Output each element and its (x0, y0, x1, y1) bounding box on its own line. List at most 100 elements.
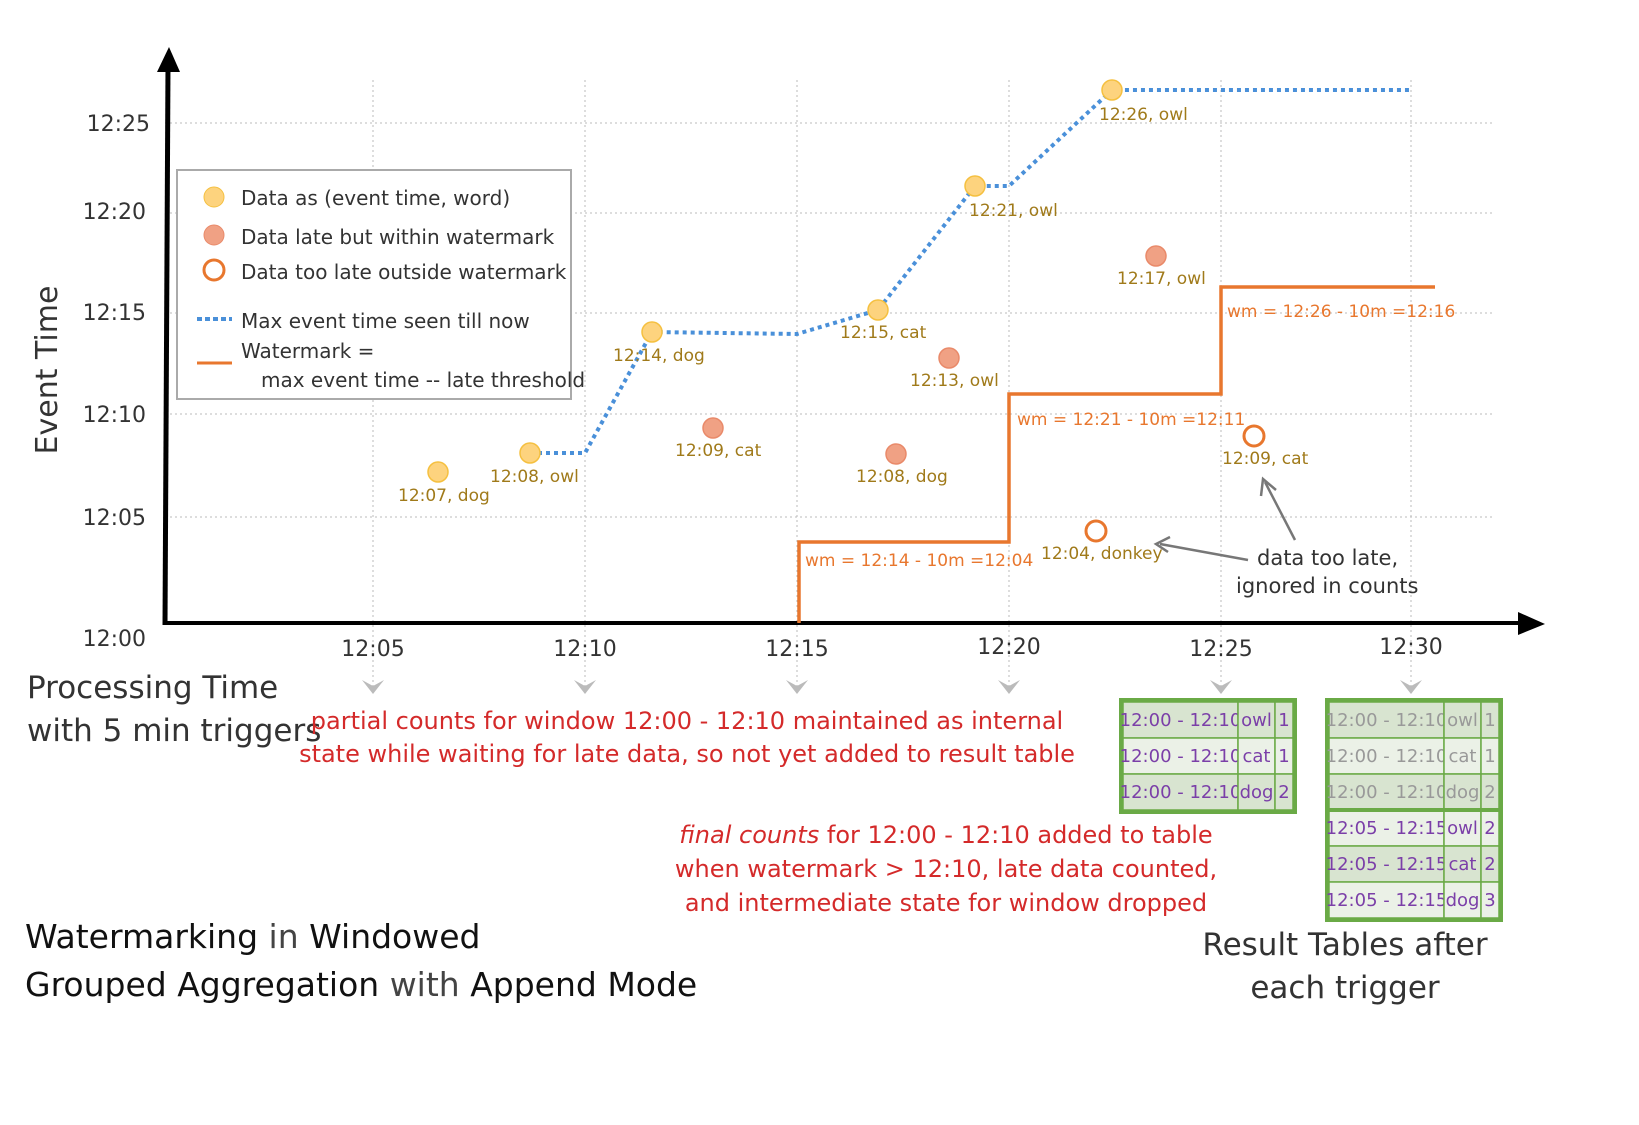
data-point-label: 12:14, dog (613, 346, 705, 366)
y-tick: 12:00 (83, 627, 146, 652)
final-note: and intermediate state for window droppe… (685, 889, 1207, 917)
table-cell-bg (1237, 737, 1276, 775)
y-tick: 12:20 (83, 200, 146, 225)
table-cell: 3 (1484, 890, 1495, 911)
table-cell: 12:00 - 12:10 (1326, 782, 1448, 803)
partial-note: partial counts for window 12:00 - 12:10 … (311, 707, 1063, 735)
y-ticks: 12:00 12:05 12:10 12:15 12:20 12:25 (83, 112, 150, 652)
data-point-data (964, 175, 986, 197)
x-tick: 12:30 (1379, 635, 1442, 660)
watermark-label: wm = 12:14 - 10m =12:04 (805, 551, 1033, 571)
table-cell: 12:00 - 12:10 (1120, 710, 1242, 731)
table-cell-bg (1122, 773, 1239, 811)
too-late-arrows (1153, 476, 1297, 562)
final-counts-emphasis: final counts (679, 821, 819, 849)
data-point-data (427, 461, 449, 483)
table-cell: owl (1447, 710, 1478, 731)
watermark-label: wm = 12:26 - 10m =12:16 (1227, 302, 1455, 322)
table-cell: 1 (1484, 746, 1495, 767)
y-axis-arrow-icon (157, 47, 180, 72)
too-late-note: data too late, (1257, 546, 1398, 570)
data-legend-icon (203, 186, 225, 208)
trigger-arrows (362, 680, 1422, 694)
table-cell: 12:05 - 12:15 (1326, 818, 1448, 839)
diagram-title: Watermarking in Windowed (25, 917, 481, 956)
title-part: Watermarking (25, 917, 258, 956)
data-point-label: 12:15, cat (840, 323, 927, 343)
table-cell-bg (1443, 737, 1482, 775)
table-cell: 12:05 - 12:15 (1326, 854, 1448, 875)
x-tick: 12:10 (553, 637, 616, 662)
table-cell-bg (1328, 701, 1445, 739)
table-cell: 12:00 - 12:10 (1120, 782, 1242, 803)
table-cell-bg (1443, 809, 1482, 847)
data-point-label: 12:09, cat (1222, 449, 1309, 469)
title-part: with (379, 965, 470, 1004)
table-cell-bg (1480, 881, 1500, 919)
late-legend-icon (203, 224, 225, 246)
data-point-label: 12:08, dog (856, 467, 948, 487)
data-point-label: 12:26, owl (1099, 105, 1188, 125)
legend-watermark-formula: max event time -- late threshold (261, 368, 585, 392)
y-tick: 12:25 (87, 112, 150, 137)
result-tables: 12:00 - 12:10 owl 112:00 - 12:10 cat 112:00 … (1119, 698, 1503, 922)
data-point-label: 12:21, owl (969, 201, 1058, 221)
table-cell-bg (1237, 773, 1276, 811)
result-caption: Result Tables after (1202, 927, 1487, 963)
data-point-label: 12:09, cat (675, 441, 762, 461)
data-point-label: 12:17, owl (1117, 269, 1206, 289)
table-cell: 12:05 - 12:15 (1326, 890, 1448, 911)
data-point-label: 12:04, donkey (1041, 544, 1163, 564)
x-tick: 12:25 (1189, 637, 1252, 662)
data-point-too_late (1242, 424, 1266, 448)
data-point-late (702, 417, 724, 439)
table-cell: dog (1446, 782, 1480, 803)
table-cell-bg (1443, 881, 1482, 919)
table-cell: cat (1243, 746, 1271, 767)
legend-max-event: Max event time seen till now (241, 309, 530, 333)
too-late-legend-icon (202, 258, 226, 282)
table-cell: 2 (1278, 782, 1289, 803)
data-point-data (519, 442, 541, 464)
partial-note: state while waiting for late data, so no… (299, 740, 1075, 768)
table-cell: 1 (1484, 710, 1495, 731)
watermark-label: wm = 12:21 - 10m =12:11 (1017, 410, 1245, 430)
table-cell: owl (1447, 818, 1478, 839)
table-cell: 2 (1484, 818, 1495, 839)
final-note-text: for 12:00 - 12:10 added to table (819, 821, 1212, 849)
table-cell: 1 (1278, 746, 1289, 767)
data-point-data (641, 321, 663, 343)
diagram-title: Grouped Aggregation with Append Mode (25, 965, 697, 1004)
table-cell: 2 (1484, 782, 1495, 803)
x-axis-label-sub: with 5 min triggers (27, 713, 321, 749)
legend: Data as (event time, word) Data late but… (176, 169, 585, 400)
table-cell: 2 (1484, 854, 1495, 875)
table-cell-bg (1274, 773, 1294, 811)
y-tick: 12:05 (83, 506, 146, 531)
legend-watermark: Watermark = (241, 339, 374, 363)
table-cell: owl (1241, 710, 1272, 731)
table-cell: 1 (1278, 710, 1289, 731)
data-point-data (1101, 79, 1123, 101)
data-point-late (1145, 245, 1167, 267)
data-point-data (867, 299, 889, 321)
table-cell-bg (1122, 737, 1239, 775)
data-point-label: 12:08, owl (490, 467, 579, 487)
y-axis (162, 64, 171, 626)
legend-too-late: Data too late outside watermark (241, 260, 567, 284)
legend-late: Data late but within watermark (241, 225, 555, 249)
x-axis-arrow-icon (1518, 612, 1545, 635)
x-tick: 12:15 (765, 637, 828, 662)
x-axis-label: Processing Time (27, 670, 278, 706)
watermark-line (797, 285, 1435, 623)
title-part: Append Mode (470, 965, 697, 1004)
table-cell: cat (1449, 746, 1477, 767)
data-point-label: 12:07, dog (398, 486, 490, 506)
title-part: Grouped Aggregation (25, 965, 379, 1004)
table-cell-bg (1328, 881, 1445, 919)
final-note: when watermark > 12:10, late data counte… (675, 855, 1217, 883)
table-cell-bg (1328, 737, 1445, 775)
x-tick: 12:20 (977, 635, 1040, 660)
